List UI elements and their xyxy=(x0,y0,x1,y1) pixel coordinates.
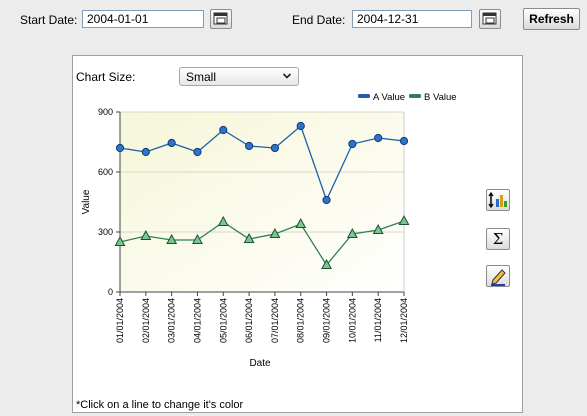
end-date-label: End Date: xyxy=(292,13,346,27)
data-point-a[interactable] xyxy=(399,136,409,146)
legend-label: A Value xyxy=(373,92,405,103)
x-tick-label: 02/01/2004 xyxy=(141,298,151,343)
start-date-label: Start Date: xyxy=(20,13,78,27)
series-line-a[interactable] xyxy=(119,124,405,202)
chart-size-select[interactable]: Small xyxy=(179,67,299,86)
chevron-down-icon xyxy=(282,73,292,79)
calendar-icon xyxy=(213,12,228,25)
data-point-b[interactable] xyxy=(166,233,178,244)
data-point-a[interactable] xyxy=(322,195,331,205)
edit-icon xyxy=(491,269,506,286)
x-tick-label: 10/01/2004 xyxy=(347,298,357,343)
data-point-a[interactable] xyxy=(193,147,202,157)
start-date-input[interactable] xyxy=(82,10,204,28)
data-point-b[interactable] xyxy=(346,227,358,238)
data-point-b[interactable] xyxy=(295,217,307,228)
x-tick-label: 12/01/2004 xyxy=(399,298,409,343)
data-point-a[interactable] xyxy=(270,143,280,153)
data-point-b[interactable] xyxy=(217,215,229,226)
sum-icon: Σ xyxy=(493,230,504,248)
y-tick-label: 600 xyxy=(98,167,113,177)
svg-text:Σ: Σ xyxy=(493,230,504,248)
data-point-a[interactable] xyxy=(244,141,254,151)
data-point-a[interactable] xyxy=(219,125,228,135)
data-point-a[interactable] xyxy=(115,143,125,153)
data-point-a[interactable] xyxy=(141,147,150,157)
end-calendar-button[interactable] xyxy=(479,9,501,29)
data-point-b[interactable] xyxy=(114,235,126,246)
y-axis-title: Value xyxy=(81,189,92,214)
chart-size-value: Small xyxy=(186,70,217,84)
data-point-b[interactable] xyxy=(243,232,255,243)
series-line-b[interactable] xyxy=(119,220,405,267)
x-tick-label: 08/01/2004 xyxy=(296,298,306,343)
x-tick-label: 03/01/2004 xyxy=(167,298,177,343)
start-calendar-button[interactable] xyxy=(210,9,232,29)
data-point-b[interactable] xyxy=(269,227,281,238)
chart-type-icon xyxy=(488,191,507,209)
end-date-input[interactable] xyxy=(352,10,472,28)
x-tick-label: 06/01/2004 xyxy=(244,298,254,343)
y-tick-label: 0 xyxy=(108,287,113,297)
data-point-b[interactable] xyxy=(140,229,152,240)
edit-color-button[interactable] xyxy=(486,265,510,287)
x-tick-label: 04/01/2004 xyxy=(192,298,202,343)
legend-swatch xyxy=(409,94,421,98)
chart-size-label: Chart Size: xyxy=(76,70,136,84)
data-point-b[interactable] xyxy=(321,258,332,269)
x-tick-label: 11/01/2004 xyxy=(373,298,383,342)
chart-type-button[interactable] xyxy=(486,189,510,211)
calendar-icon xyxy=(482,12,497,25)
data-point-b[interactable] xyxy=(372,223,384,234)
data-point-a[interactable] xyxy=(374,133,383,143)
legend-swatch xyxy=(358,94,370,98)
data-point-b[interactable] xyxy=(192,233,203,244)
refresh-button[interactable]: Refresh xyxy=(523,8,580,30)
plot-area xyxy=(120,112,404,292)
x-tick-label: 05/01/2004 xyxy=(218,298,228,343)
y-tick-label: 900 xyxy=(98,107,113,117)
x-tick-label: 07/01/2004 xyxy=(270,298,280,343)
data-point-a[interactable] xyxy=(348,139,357,149)
y-tick-label: 300 xyxy=(98,227,113,237)
data-point-a[interactable] xyxy=(296,121,305,131)
chart-note: *Click on a line to change it's color xyxy=(76,399,244,411)
x-tick-label: 09/01/2004 xyxy=(322,298,332,343)
sum-button[interactable]: Σ xyxy=(486,228,510,250)
legend-label: B Value xyxy=(424,92,457,103)
data-point-a[interactable] xyxy=(167,138,176,148)
data-point-b[interactable] xyxy=(398,214,410,225)
x-tick-label: 01/01/2004 xyxy=(115,298,125,343)
x-axis-title: Date xyxy=(249,358,271,369)
